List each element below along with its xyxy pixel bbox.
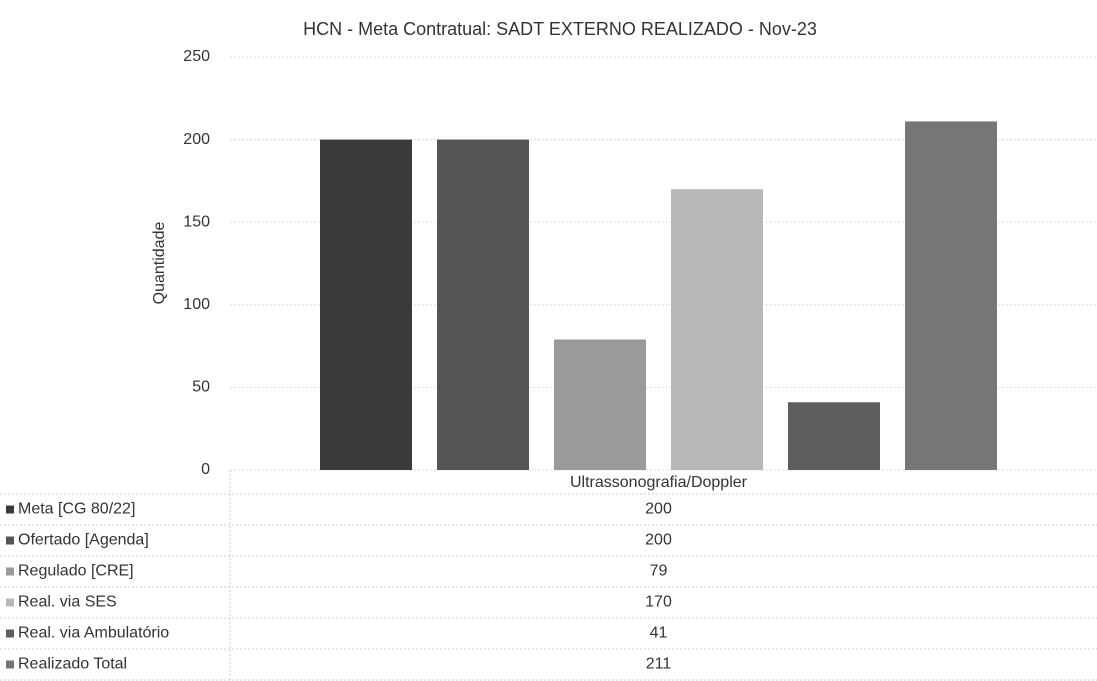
table-value: 170 <box>645 594 672 611</box>
bar <box>905 121 997 470</box>
chart-title: HCN - Meta Contratual: SADT EXTERNO REAL… <box>303 19 817 39</box>
table-value: 79 <box>650 563 668 580</box>
y-tick-label: 0 <box>201 461 210 478</box>
legend-key <box>6 629 14 638</box>
table-value: 211 <box>646 656 672 673</box>
y-tick-label: 50 <box>192 379 210 396</box>
legend-label: Realizado Total <box>18 656 127 673</box>
bar <box>320 139 412 470</box>
table-value: 200 <box>645 501 672 518</box>
y-tick-label: 200 <box>183 131 210 148</box>
table-value: 41 <box>650 625 668 642</box>
bar <box>554 339 646 470</box>
legend-label: Meta [CG 80/22] <box>18 501 135 518</box>
legend-label: Regulado [CRE] <box>18 563 134 580</box>
y-tick-label: 250 <box>183 48 210 65</box>
legend-label: Real. via Ambulatório <box>18 625 169 642</box>
legend-label: Ofertado [Agenda] <box>18 532 149 549</box>
legend-key <box>6 567 14 576</box>
x-tick-label: Ultrassonografia/Doppler <box>570 474 748 491</box>
legend-key <box>6 505 14 514</box>
y-tick-label: 150 <box>183 213 210 230</box>
legend-key <box>6 660 14 669</box>
legend-key <box>6 598 14 607</box>
bar <box>671 189 763 470</box>
table-value: 200 <box>645 532 672 549</box>
legend-label: Real. via SES <box>18 594 117 611</box>
bar <box>437 139 529 470</box>
y-axis-label: Quantidade <box>151 222 168 305</box>
legend-key <box>6 536 14 545</box>
bar <box>788 402 880 470</box>
y-tick-label: 100 <box>183 296 210 313</box>
